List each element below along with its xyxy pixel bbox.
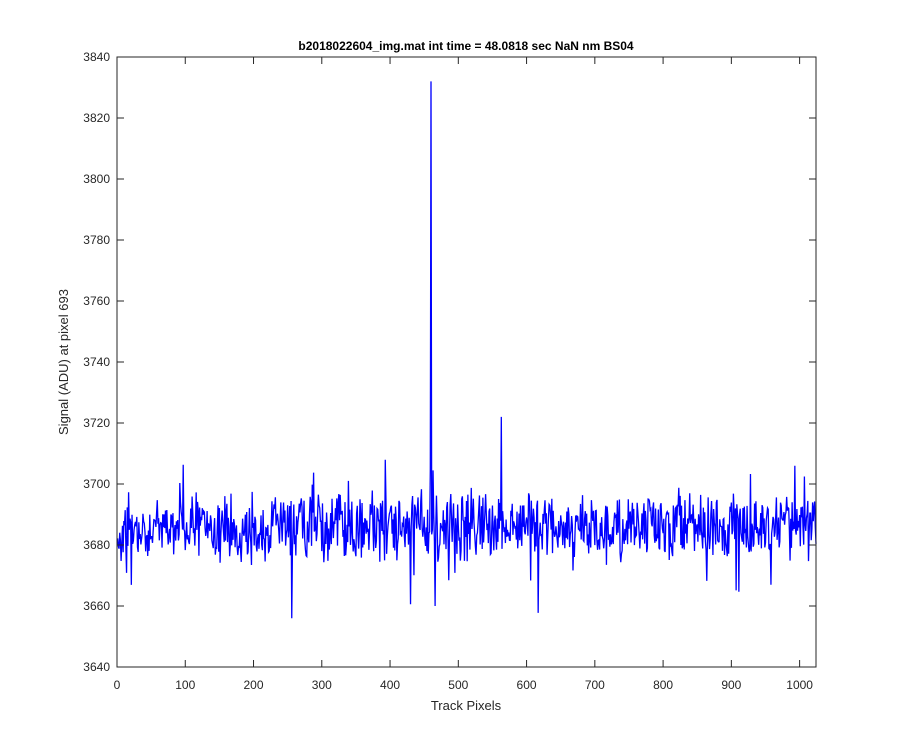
y-tick-label: 3760 (83, 294, 110, 308)
x-tick-label: 600 (517, 678, 537, 692)
plot-area (117, 57, 816, 667)
y-tick-label: 3640 (83, 660, 110, 674)
x-tick-label: 800 (653, 678, 673, 692)
x-tick-label: 500 (448, 678, 468, 692)
y-tick-label: 3780 (83, 233, 110, 247)
y-tick-label: 3820 (83, 111, 110, 125)
y-tick-label: 3840 (83, 50, 110, 64)
series-line (117, 81, 817, 619)
y-tick-label: 3680 (83, 538, 110, 552)
axes-box (116, 56, 817, 668)
y-tick-label: 3700 (83, 477, 110, 491)
x-tick-label: 1000 (786, 678, 813, 692)
x-tick-label: 200 (244, 678, 264, 692)
x-tick-label: 400 (380, 678, 400, 692)
y-tick-label: 3740 (83, 355, 110, 369)
y-tick-label: 3660 (83, 599, 110, 613)
y-tick-label: 3800 (83, 172, 110, 186)
x-tick-label: 300 (312, 678, 332, 692)
x-tick-label: 100 (175, 678, 195, 692)
x-axis-label: Track Pixels (431, 698, 502, 713)
x-tick-label: 900 (721, 678, 741, 692)
ticks-layer: 0 100 200 300 400 500 600 700 800 900 1000 3640 3660… (83, 50, 816, 692)
chart-title: b2018022604_img.mat int time = 48.0818 s… (298, 39, 634, 53)
y-tick-label: 3720 (83, 416, 110, 430)
data-layer (117, 81, 817, 619)
x-tick-label: 700 (585, 678, 605, 692)
y-axis-label: Signal (ADU) at pixel 693 (56, 289, 71, 435)
x-tick-label: 0 (114, 678, 121, 692)
